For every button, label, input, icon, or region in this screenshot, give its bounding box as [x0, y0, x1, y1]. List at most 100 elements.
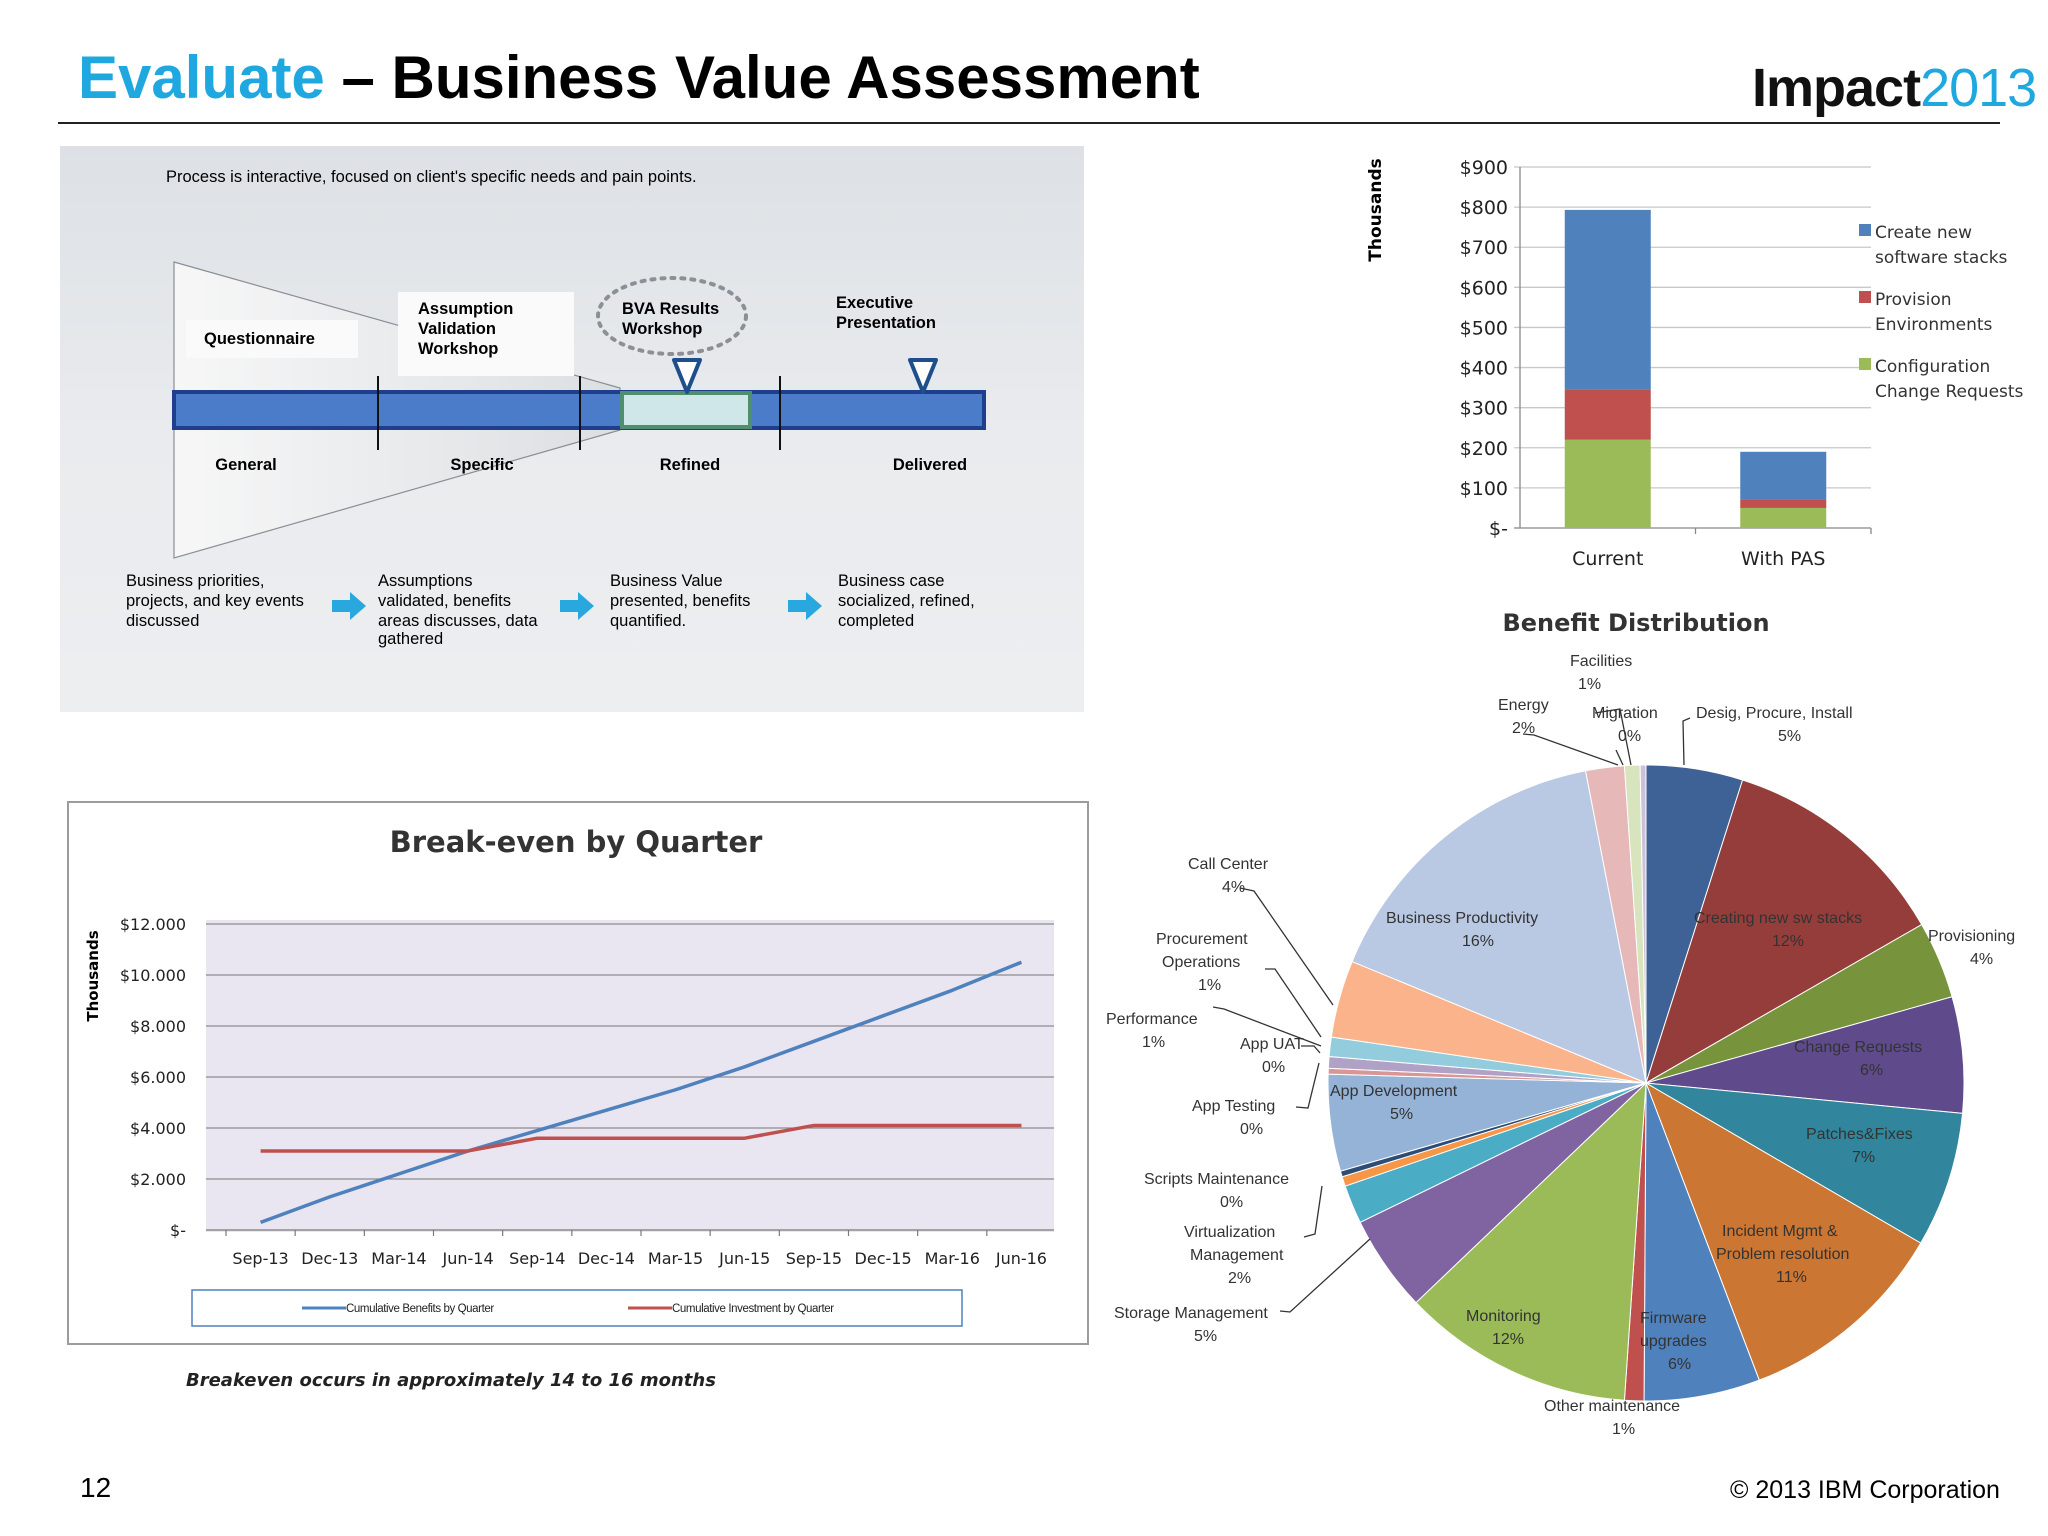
pie-label-procurement: Procurement Operations 1% — [1156, 931, 1248, 994]
bar-ytick-label: $700 — [1460, 237, 1508, 259]
pie-label-virtualization: Virtualization Management 2% — [1184, 1224, 1284, 1287]
line-chart-title: Break-even by Quarter — [390, 825, 763, 859]
pie-label-other: Other maintenance 1% — [1544, 1398, 1680, 1438]
bva-dotted-ellipse — [596, 276, 748, 356]
pie-chart: Benefit Distribution Facilities 1% Energy… — [1106, 609, 2015, 1438]
line-ylabel: Thousands — [84, 930, 102, 1021]
bar-ytick-label: $100 — [1460, 478, 1508, 500]
bar-ytick-label: $500 — [1460, 317, 1508, 339]
bva-marker-icon — [672, 358, 702, 394]
flow-arrow-icon — [788, 592, 822, 620]
line-ytick-label: $12.000 — [120, 915, 186, 934]
line-xtick-label: Sep-15 — [786, 1249, 842, 1268]
pie-label-business: Business Productivity 16% — [1386, 910, 1538, 950]
line-ytick-label: $- — [170, 1221, 186, 1240]
pie-label-firmware: Firmware upgrades 6% — [1640, 1310, 1707, 1373]
pie-slice — [1645, 1082, 1964, 1244]
leader-line — [1615, 749, 1624, 766]
assumption-box — [398, 292, 574, 376]
leader-line — [1212, 1006, 1322, 1047]
pie-label-performance: Performance 1% — [1106, 1011, 1198, 1051]
bar-ytick-label: $200 — [1460, 438, 1508, 460]
header-rule — [58, 122, 2000, 124]
bar-legend-swatch — [1859, 291, 1871, 303]
line-xtick-label: Jun-14 — [442, 1249, 494, 1268]
line-ytick-label: $2.000 — [130, 1170, 186, 1189]
line-ytick-label: $10.000 — [120, 966, 186, 985]
impact-logo: Impact2013 — [1752, 56, 2037, 120]
leader-line — [1279, 1238, 1371, 1313]
line-xtick-label: Jun-16 — [995, 1249, 1047, 1268]
title-highlight: Evaluate — [78, 44, 325, 111]
bar-ytick-label: $900 — [1460, 157, 1508, 179]
pie-label-app-testing: App Testing 0% — [1192, 1098, 1275, 1138]
phase-refined: Refined — [660, 456, 721, 474]
line-xtick-label: Dec-14 — [578, 1249, 635, 1268]
title-rest: – Business Value Assessment — [324, 44, 1200, 111]
leader-line — [1265, 968, 1322, 1038]
bar-segment — [1564, 389, 1651, 440]
bar-legend-swatch — [1859, 358, 1871, 370]
bar-legend-swatch — [1859, 224, 1871, 236]
logo-word: Impact — [1752, 58, 1921, 118]
line-xtick-label: Mar-15 — [648, 1249, 703, 1268]
pie-slice — [1639, 764, 1647, 1084]
phase-delivered: Delivered — [893, 456, 967, 474]
questionnaire-box — [186, 320, 358, 358]
bar-segment — [1564, 439, 1651, 528]
bar-category-label: With PAS — [1741, 548, 1825, 570]
pie-label-monitoring: Monitoring 12% — [1466, 1308, 1541, 1348]
line-ytick-label: $4.000 — [130, 1119, 186, 1138]
line-xtick-label: Sep-14 — [509, 1249, 565, 1268]
pie-label-incident: Incident Mgmt & Problem resolution 11% — [1716, 1223, 1849, 1286]
copyright: © 2013 IBM Corporation — [1730, 1476, 2000, 1504]
pie-label-patches: Patches&Fixes 7% — [1806, 1126, 1913, 1166]
page-title: Evaluate – Business Value Assessment — [78, 42, 1200, 114]
description-specific: Assumptions validated, benefits areas disc… — [378, 572, 538, 648]
bar-segment — [1740, 507, 1827, 528]
line-ytick-label: $6.000 — [130, 1068, 186, 1087]
line-xtick-label: Dec-13 — [301, 1249, 358, 1268]
leader-line — [1301, 1045, 1321, 1054]
line-xtick-label: Dec-15 — [855, 1249, 912, 1268]
bar-segment — [1740, 451, 1827, 500]
line-series — [260, 1123, 1022, 1153]
pie-slice — [1415, 1081, 1647, 1401]
leader-line — [1295, 1062, 1320, 1109]
pie-label-provisioning: Provisioning 4% — [1928, 928, 2015, 968]
bar-ytick-label: $300 — [1460, 398, 1508, 420]
bar-segment — [1740, 499, 1827, 508]
bar-ytick-label: $600 — [1460, 277, 1508, 299]
pie-title: Benefit Distribution — [1502, 609, 1769, 637]
bar-legend-entry: Configuration Change Requests — [1875, 357, 2024, 402]
page-number: 12 — [80, 1472, 112, 1503]
pie-label-migration: Migration 0% — [1592, 705, 1658, 745]
executive-marker-icon — [908, 358, 938, 394]
line-xtick-label: Sep-13 — [232, 1249, 288, 1268]
stage-bva: BVA Results Workshop — [622, 300, 719, 338]
leader-line — [1303, 1185, 1323, 1238]
bar-legend-entry: Provision Environments — [1875, 290, 1993, 335]
bar-segment — [1564, 209, 1651, 390]
pie-slice — [1645, 779, 1923, 1085]
stage-executive: Executive Presentation — [836, 294, 936, 332]
phase-specific: Specific — [450, 456, 513, 474]
process-intro: Process is interactive, focused on clien… — [166, 168, 697, 186]
bar-legend-entry: Create new software stacks — [1875, 223, 2008, 268]
description-delivered: Business case socialized, refined, complet… — [838, 572, 975, 630]
stacked-bar-chart: $- $100 $200 $300 $400 $500 $600 $700 $800 $900 C… — [1366, 157, 2024, 570]
pie-label-facilities: Facilities 1% — [1570, 653, 1632, 693]
process-diagram: Process is interactive, focused on clien… — [60, 146, 1084, 712]
bar-ytick-label: $- — [1489, 518, 1508, 540]
line-xtick-label: Jun-15 — [718, 1249, 770, 1268]
flow-arrow-icon — [332, 592, 366, 620]
line-legend-entry: Cumulative Benefits by Quarter — [346, 1303, 494, 1315]
refined-segment — [620, 391, 752, 429]
plot-area — [206, 920, 1054, 1232]
bar-ylabel: Thousands — [1366, 158, 1386, 261]
flow-arrow-icon — [560, 592, 594, 620]
line-chart: Break-even by Quarter Thousands $- $2.000… — [67, 801, 1089, 1345]
line-xtick-label: Mar-14 — [371, 1249, 426, 1268]
line-legend-entry: Cumulative Investment by Quarter — [672, 1303, 834, 1315]
pie-slice — [1645, 1081, 1922, 1381]
